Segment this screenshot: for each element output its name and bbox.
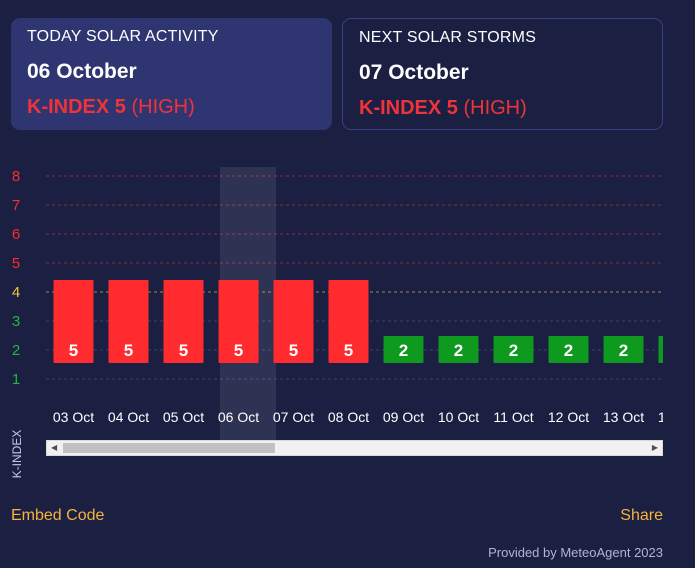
x-tick-label: 11 Oct [493,409,533,425]
x-tick-label: 14 Oct [658,409,695,425]
bar-value-label: 5 [234,341,243,360]
y-tick-label: 5 [12,255,20,272]
next-heading: NEXT SOLAR STORMS [359,29,537,46]
next-storms-card: NEXT SOLAR STORMS 07 October K-INDEX 5 (… [342,18,663,130]
bar [273,280,314,363]
bar-value-label: 5 [179,341,188,360]
bar-value-label: 5 [124,341,133,360]
bar-value-label: 5 [289,341,298,360]
bar [108,280,149,363]
bar [383,336,424,363]
x-tick-label: 08 Oct [328,409,369,425]
today-date: 06 October [27,60,137,83]
chart-scrollbar[interactable]: ◀ ▶ [46,440,663,456]
scrollbar-thumb[interactable] [63,443,275,453]
bar-value-label: 2 [454,341,463,360]
y-tick-label: 6 [12,226,20,243]
y-tick-label: 7 [12,197,20,214]
x-tick-label: 06 Oct [218,409,259,425]
next-date: 07 October [359,61,469,84]
provided-by-text: Provided by MeteoAgent 2023 [488,545,663,560]
x-tick-label: 10 Oct [438,409,479,425]
today-activity-card: TODAY SOLAR ACTIVITY 06 October K-INDEX … [11,18,332,130]
bar-value-label: 5 [69,341,78,360]
bar [163,280,204,363]
bar [548,336,589,363]
today-kindex: K-INDEX 5 (HIGH) [27,96,316,119]
plot-area: 5 03 Oct 5 04 Oct 5 05 Oct 5 06 Oct 5 07 Oct 5 08 O… [53,280,695,425]
bar-value-label: 2 [564,341,573,360]
x-tick-label: 05 Oct [163,409,204,425]
embed-code-link[interactable]: Embed Code [11,507,105,524]
y-tick-label: 4 [12,284,20,301]
bar-value-label: 2 [509,341,518,360]
bar [493,336,534,363]
share-link[interactable]: Share [620,507,663,524]
y-tick-label: 8 [12,168,20,185]
y-axis-label: K-INDEX [10,429,24,479]
x-tick-label: 07 Oct [273,409,314,425]
today-kindex-value: K-INDEX 5 [27,96,126,118]
next-kindex-value: K-INDEX 5 [359,97,458,119]
bar [328,280,369,363]
bar [218,280,259,363]
bar-value-label: 2 [674,341,683,360]
bar [53,280,94,363]
bar [658,336,663,363]
next-kindex: K-INDEX 5 (HIGH) [359,97,646,120]
scroll-right-icon[interactable]: ▶ [651,443,658,452]
y-tick-label: 2 [12,342,20,359]
x-tick-label: 13 Oct [603,409,644,425]
bar [603,336,644,363]
bar-value-label: 2 [399,341,408,360]
x-tick-label: 04 Oct [108,409,149,425]
today-heading: TODAY SOLAR ACTIVITY [27,28,219,45]
bar-value-label: 2 [619,341,628,360]
next-kindex-level: (HIGH) [463,97,527,119]
x-tick-label: 09 Oct [383,409,424,425]
today-kindex-level: (HIGH) [131,96,195,118]
x-tick-label: 03 Oct [53,409,94,425]
bar-value-label: 5 [344,341,353,360]
scroll-left-icon[interactable]: ◀ [51,443,58,452]
y-tick-label: 1 [12,371,20,388]
bar [438,336,479,363]
y-tick-label: 3 [12,313,20,330]
x-tick-label: 12 Oct [548,409,589,425]
